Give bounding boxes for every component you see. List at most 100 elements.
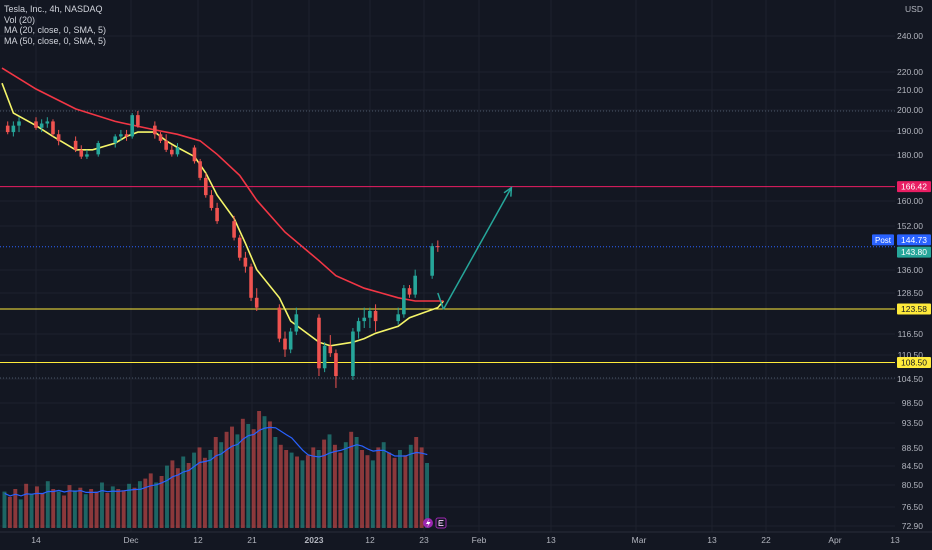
candle-body xyxy=(56,134,61,141)
volume-bar xyxy=(148,473,153,528)
volume-bar xyxy=(175,468,180,528)
candle-body xyxy=(175,147,180,155)
volume-bar xyxy=(230,426,234,528)
event-markers xyxy=(423,517,447,529)
volume-bar xyxy=(343,442,348,528)
ma50-indicator-label[interactable]: MA (50, close, 0, SMA, 5) xyxy=(4,35,107,46)
candle xyxy=(170,145,174,157)
price-axis-label: 240.00 xyxy=(897,31,923,41)
chart-legend: Tesla, Inc., 4h, NASDAQ Vol (20) MA (20,… xyxy=(4,4,106,46)
volume-bar xyxy=(246,424,251,528)
volume-bar xyxy=(213,437,218,528)
volume-bar xyxy=(360,450,364,528)
price-tag-bg xyxy=(897,234,931,246)
candle-body xyxy=(164,140,168,150)
time-axis-label: 14 xyxy=(31,535,41,545)
volume-bar xyxy=(408,444,413,528)
volume-bar xyxy=(284,450,289,528)
price-axis-label: 76.50 xyxy=(902,502,924,512)
volume-bar xyxy=(370,460,375,528)
candle xyxy=(232,215,236,241)
volume-indicator-label[interactable]: Vol (20) xyxy=(4,14,36,25)
volume-bars xyxy=(2,411,429,528)
candle-body xyxy=(192,147,197,162)
volume-bar xyxy=(89,489,94,528)
volume-bar xyxy=(425,463,429,528)
volume-bar xyxy=(365,455,370,528)
candle xyxy=(130,113,135,139)
candle xyxy=(153,121,157,139)
price-tag-bg xyxy=(897,246,931,258)
candle xyxy=(113,134,118,148)
candle-body xyxy=(215,207,219,222)
volume-bar xyxy=(132,487,137,528)
currency-label: USD xyxy=(905,4,923,14)
volume-bar xyxy=(262,416,267,528)
volume-bar xyxy=(137,481,142,528)
time-axis-label: Feb xyxy=(472,535,487,545)
price-tag-bg xyxy=(897,303,931,315)
volume-bar xyxy=(186,463,191,528)
candle-body xyxy=(45,121,50,124)
candle xyxy=(73,136,78,153)
candle-body xyxy=(373,310,378,322)
candle-body xyxy=(170,149,174,155)
candle xyxy=(215,202,219,224)
volume-bar xyxy=(121,490,126,528)
price-axis-label: 88.50 xyxy=(902,443,924,453)
ma20-indicator-label[interactable]: MA (20, close, 0, SMA, 5) xyxy=(4,25,107,35)
volume-bar xyxy=(110,486,115,528)
price-axis-label: 160.00 xyxy=(897,196,923,206)
candle xyxy=(373,304,378,332)
volume-bar xyxy=(376,447,381,528)
candle xyxy=(158,132,163,144)
post-label-text: Post xyxy=(875,236,892,245)
volume-bar xyxy=(35,486,39,528)
projection-arrow-head xyxy=(503,186,513,197)
price-axis-label: 93.50 xyxy=(902,418,924,428)
candle-body xyxy=(130,115,135,137)
candle xyxy=(243,251,248,273)
time-axis-label: 13 xyxy=(707,535,717,545)
candle-body xyxy=(294,314,299,332)
volume-bar xyxy=(208,450,213,528)
volume-bar xyxy=(289,452,294,528)
candle xyxy=(328,335,333,357)
time-axis-label: 22 xyxy=(761,535,771,545)
candle-body xyxy=(119,134,123,137)
price-tag-last: 143.80 xyxy=(897,246,931,258)
candle xyxy=(402,285,406,318)
candle xyxy=(164,134,168,153)
candle xyxy=(396,307,400,325)
time-axis-label: 13 xyxy=(890,535,900,545)
candle-body xyxy=(79,149,84,157)
volume-bar xyxy=(305,455,310,528)
volume-bar xyxy=(170,460,175,528)
candle xyxy=(192,145,197,164)
price-axis-label: 210.00 xyxy=(897,85,923,95)
candle xyxy=(368,307,372,329)
price-axis: 240.00 220.00 210.00 200.00 190.00 180.00 160.… xyxy=(897,4,923,531)
candle-body xyxy=(254,297,259,308)
price-axis-label: 128.50 xyxy=(897,288,923,298)
volume-bar xyxy=(316,450,321,528)
price-axis-label: 180.00 xyxy=(897,150,923,160)
volume-bar xyxy=(332,444,337,528)
candle xyxy=(430,243,434,279)
volume-bar xyxy=(154,482,159,528)
candle-body xyxy=(5,125,10,133)
ma50-line xyxy=(1,67,444,302)
time-axis-label: Mar xyxy=(632,535,647,545)
candle xyxy=(277,304,282,343)
candle xyxy=(175,143,180,157)
candle xyxy=(413,269,417,298)
candle xyxy=(17,117,21,133)
volume-bar xyxy=(381,442,386,528)
candle-body xyxy=(396,314,400,322)
candle-body xyxy=(198,161,202,178)
volume-bar xyxy=(18,499,23,528)
volume-bar xyxy=(159,476,164,528)
candle-body xyxy=(368,310,372,318)
price-tag-value: 108.50 xyxy=(901,358,927,368)
